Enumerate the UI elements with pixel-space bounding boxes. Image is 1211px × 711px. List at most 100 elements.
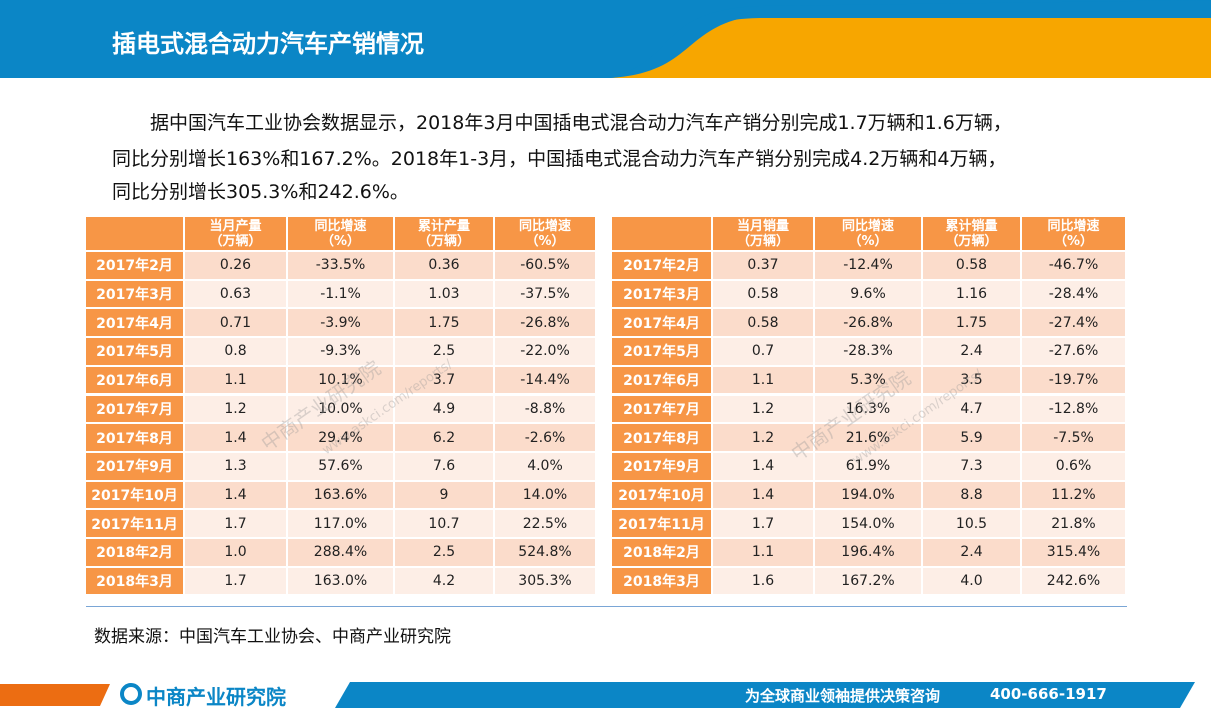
table-cell: 21.6% — [815, 424, 921, 451]
source: 数据来源：中国汽车工业协会、中商产业研究院 — [94, 627, 451, 647]
table-cell: 11.2% — [1022, 481, 1125, 509]
title: 插电式混合动力汽车产销情况 — [112, 30, 424, 58]
header-cell: 当月销量 （万辆） — [713, 217, 813, 250]
table-cell: 1.6 — [713, 567, 813, 595]
row-label: 2017年8月 — [612, 424, 711, 451]
header-cell: 当月产量 （万辆） — [185, 217, 286, 250]
header-text: 同比增速 — [518, 218, 571, 234]
table-cell: 1.7 — [713, 510, 813, 537]
table-cell: 1.75 — [395, 309, 493, 337]
table-cell: -12.8% — [1022, 395, 1125, 423]
table-cell: 7.3 — [923, 452, 1020, 480]
table-cell: 0.8 — [185, 338, 286, 365]
table-cell: 0.36 — [395, 252, 493, 279]
table-cell: 0.37 — [713, 252, 813, 279]
table-cell: 4.0% — [495, 452, 595, 480]
table-cell: 2.5 — [395, 338, 493, 365]
row-label: 2017年11月 — [86, 510, 183, 537]
table-cell: 305.3% — [495, 567, 595, 595]
table-cell: 154.0% — [815, 510, 921, 537]
table-cell: 2.4 — [923, 338, 1020, 365]
table-cell: 29.4% — [288, 424, 393, 451]
header-text: 同比增速 — [314, 218, 367, 234]
table-cell: 21.8% — [1022, 510, 1125, 537]
paragraph-line: 据中国汽车工业协会数据显示，2018年3月中国插电式混合动力汽车产销分别完成1.… — [150, 112, 1012, 134]
table-cell: -19.7% — [1022, 366, 1125, 394]
header-band — [0, 0, 1211, 78]
table-cell: 1.16 — [923, 280, 1020, 308]
table-cell: -27.6% — [1022, 338, 1125, 365]
header-text: 累计销量 — [945, 218, 998, 234]
table-cell: 3.7 — [395, 366, 493, 394]
row-label: 2017年3月 — [86, 280, 183, 308]
table-cell: -28.3% — [815, 338, 921, 365]
table-cell: 6.2 — [395, 424, 493, 451]
table-cell: 10.7 — [395, 510, 493, 537]
header-text: （%） — [320, 233, 361, 249]
table-cell: -28.4% — [1022, 280, 1125, 308]
row-label: 2017年5月 — [612, 338, 711, 365]
header-cell: 累计产量 （万辆） — [395, 217, 493, 250]
header-text: 同比增速 — [841, 218, 894, 234]
paragraph-line: 同比分别增长163%和167.2%。2018年1-3月，中国插电式混合动力汽车产… — [112, 148, 1007, 170]
header-text: （万辆） — [209, 233, 262, 249]
table-cell: 16.3% — [815, 395, 921, 423]
row-label: 2017年2月 — [612, 252, 711, 279]
header-text: 当月销量 — [736, 218, 789, 234]
phone: 400-666-1917 — [990, 685, 1107, 703]
table-cell: 1.1 — [185, 366, 286, 394]
row-label: 2017年3月 — [612, 280, 711, 308]
table-cell: 4.7 — [923, 395, 1020, 423]
table-cell: 10.0% — [288, 395, 393, 423]
table-cell: 288.4% — [288, 539, 393, 566]
table-cell: 1.4 — [713, 481, 813, 509]
table-cell: 0.58 — [713, 280, 813, 308]
table-cell: 163.6% — [288, 481, 393, 509]
row-label: 2018年2月 — [86, 539, 183, 566]
table-cell: 1.1 — [713, 539, 813, 566]
table-cell: 4.2 — [395, 567, 493, 595]
table-cell: 4.9 — [395, 395, 493, 423]
row-label: 2017年9月 — [86, 452, 183, 480]
table-cell: -8.8% — [495, 395, 595, 423]
rule — [86, 606, 1127, 607]
table-cell: 0.63 — [185, 280, 286, 308]
header-cell — [86, 217, 183, 250]
table-cell: -22.0% — [495, 338, 595, 365]
paragraph-line: 同比分别增长305.3%和242.6%。 — [112, 181, 409, 203]
table-cell: 242.6% — [1022, 567, 1125, 595]
table-cell: 1.7 — [185, 567, 286, 595]
row-label: 2017年4月 — [612, 309, 711, 337]
table-cell: 1.75 — [923, 309, 1020, 337]
row-label: 2017年10月 — [86, 481, 183, 509]
row-label: 2017年11月 — [612, 510, 711, 537]
header-text: 同比增速 — [1047, 218, 1100, 234]
table-cell: 315.4% — [1022, 539, 1125, 566]
table-cell: 3.5 — [923, 366, 1020, 394]
table-cell: 5.9 — [923, 424, 1020, 451]
table-cell: 9.6% — [815, 280, 921, 308]
table-cell: 1.2 — [713, 424, 813, 451]
slogan: 为全球商业领袖提供决策咨询 — [745, 687, 941, 705]
row-label: 2017年2月 — [86, 252, 183, 279]
row-label: 2017年10月 — [612, 481, 711, 509]
footer-logo: 中商产业研究院 — [146, 685, 286, 709]
table-cell: 196.4% — [815, 539, 921, 566]
table-cell: 10.1% — [288, 366, 393, 394]
table-cell: -37.5% — [495, 280, 595, 308]
table-cell: 10.5 — [923, 510, 1020, 537]
table-cell: -3.9% — [288, 309, 393, 337]
table-cell: 5.3% — [815, 366, 921, 394]
header-text: （万辆） — [945, 233, 998, 249]
table-cell: 9 — [395, 481, 493, 509]
row-label: 2017年7月 — [612, 395, 711, 423]
table-cell: 57.6% — [288, 452, 393, 480]
header-text: （万辆） — [417, 233, 470, 249]
table-cell: -2.6% — [495, 424, 595, 451]
table-cell: 1.1 — [713, 366, 813, 394]
header-cell: 累计销量 （万辆） — [923, 217, 1020, 250]
header-text: （%） — [848, 233, 888, 249]
table-cell: 167.2% — [815, 567, 921, 595]
header-text: （%） — [1053, 233, 1094, 249]
